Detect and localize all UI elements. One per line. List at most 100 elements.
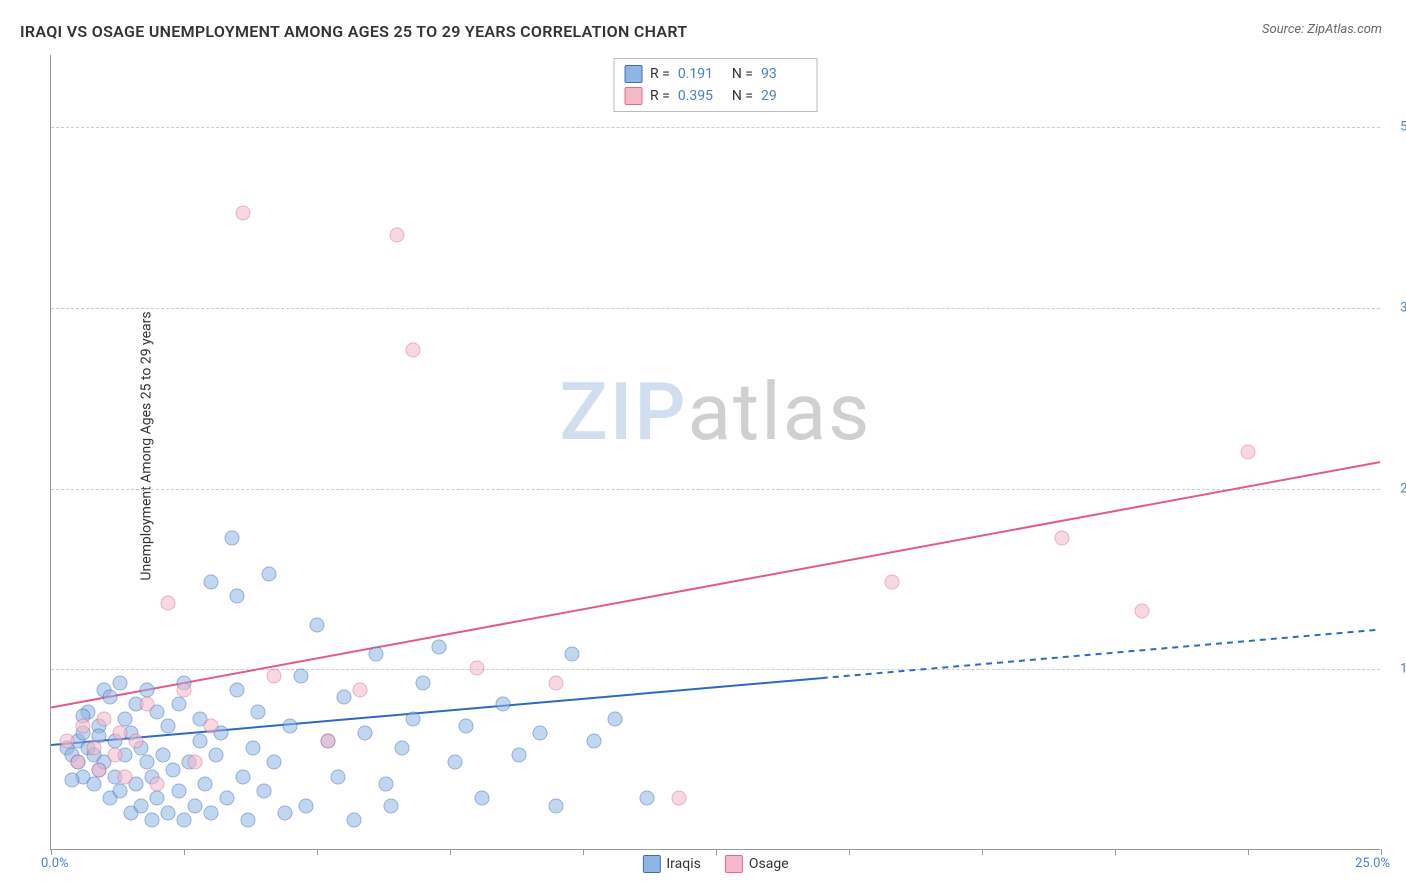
data-point-iraqis [331,769,346,784]
data-point-iraqis [533,726,548,741]
data-point-osage [405,343,420,358]
gridline [51,308,1380,309]
data-point-osage [549,675,564,690]
x-tick [1115,849,1116,855]
data-point-osage [1054,531,1069,546]
data-point-iraqis [607,711,622,726]
data-point-iraqis [586,733,601,748]
data-point-iraqis [208,748,223,763]
swatch-iraqis [624,65,642,83]
legend-item-iraqis: Iraqis [642,855,700,873]
data-point-iraqis [336,690,351,705]
data-point-osage [70,755,85,770]
data-point-osage [113,726,128,741]
data-point-iraqis [416,675,431,690]
n-value-osage: 29 [761,88,807,104]
data-point-osage [59,733,74,748]
watermark: ZIPatlas [560,365,872,459]
trend-lines-layer [51,55,1380,849]
data-point-osage [389,227,404,242]
data-point-iraqis [368,646,383,661]
data-point-iraqis [549,798,564,813]
data-point-osage [150,776,165,791]
y-tick-label: 25.0% [1385,481,1406,496]
legend-label-iraqis: Iraqis [666,856,700,872]
swatch-iraqis [642,855,660,873]
gridline [51,127,1380,128]
stats-legend: R = 0.191 N = 93 R = 0.395 N = 29 [613,58,818,112]
data-point-iraqis [299,798,314,813]
data-point-osage [267,668,282,683]
data-point-osage [107,748,122,763]
data-point-iraqis [219,791,234,806]
data-point-iraqis [294,668,309,683]
data-point-iraqis [113,784,128,799]
data-point-iraqis [65,772,80,787]
data-point-iraqis [230,589,245,604]
data-point-osage [1241,444,1256,459]
data-point-iraqis [161,805,176,820]
data-point-iraqis [432,639,447,654]
y-tick-label: 12.5% [1385,662,1406,677]
data-point-iraqis [357,726,372,741]
data-point-iraqis [240,813,255,828]
data-point-iraqis [203,805,218,820]
r-value-osage: 0.395 [678,88,724,104]
data-point-iraqis [203,574,218,589]
data-point-iraqis [139,683,154,698]
data-point-osage [91,762,106,777]
data-point-iraqis [251,704,266,719]
data-point-iraqis [639,791,654,806]
data-point-iraqis [474,791,489,806]
x-tick [1248,849,1249,855]
data-point-iraqis [139,755,154,770]
stats-row-iraqis: R = 0.191 N = 93 [624,63,807,85]
data-point-iraqis [256,784,271,799]
data-point-iraqis [187,798,202,813]
watermark-atlas: atlas [688,365,872,459]
gridline [51,489,1380,490]
data-point-iraqis [145,813,160,828]
y-tick-label: 37.5% [1385,300,1406,315]
data-point-osage [235,206,250,221]
x-tick [184,849,185,855]
data-point-iraqis [384,798,399,813]
r-label: R = [650,66,670,82]
n-label: N = [732,66,753,82]
data-point-osage [469,661,484,676]
x-tick [982,849,983,855]
x-tick [450,849,451,855]
data-point-iraqis [113,675,128,690]
stats-row-osage: R = 0.395 N = 29 [624,85,807,107]
data-point-osage [177,683,192,698]
data-point-iraqis [235,769,250,784]
data-point-osage [884,574,899,589]
chart-title: IRAQI VS OSAGE UNEMPLOYMENT AMONG AGES 2… [20,22,688,41]
data-point-iraqis [161,719,176,734]
y-tick-label: 50.0% [1385,120,1406,135]
data-point-osage [671,791,686,806]
data-point-osage [75,719,90,734]
x-tick [51,849,52,855]
trend-line-extrapolated-iraqis [822,630,1380,679]
data-point-iraqis [496,697,511,712]
data-point-iraqis [512,748,527,763]
trend-line-osage [51,462,1380,707]
data-point-iraqis [283,719,298,734]
data-point-iraqis [118,711,133,726]
data-point-iraqis [379,776,394,791]
series-legend: Iraqis Osage [642,855,788,873]
data-point-iraqis [278,805,293,820]
watermark-zip: ZIP [560,365,688,459]
swatch-osage [725,855,743,873]
data-point-iraqis [134,798,149,813]
data-point-iraqis [405,711,420,726]
trend-line-iraqis [51,678,822,745]
legend-label-osage: Osage [749,856,789,872]
data-point-iraqis [150,791,165,806]
data-point-iraqis [166,762,181,777]
data-point-iraqis [310,617,325,632]
data-point-iraqis [224,531,239,546]
data-point-iraqis [347,813,362,828]
data-point-iraqis [86,776,101,791]
